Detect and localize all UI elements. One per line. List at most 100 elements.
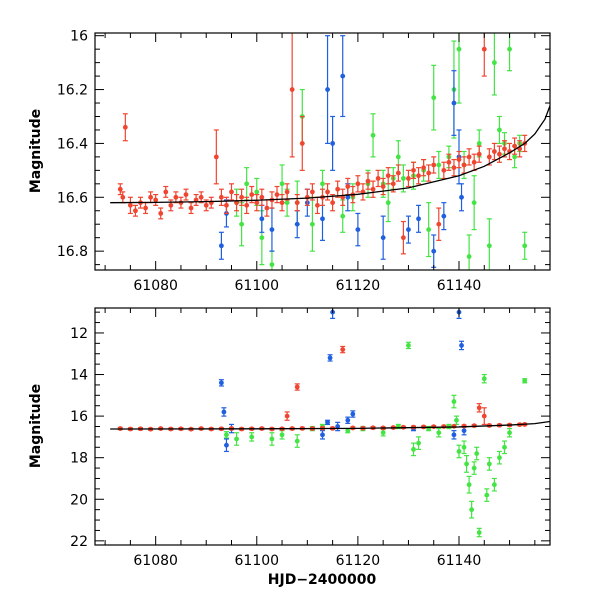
top-green-marker — [395, 154, 401, 160]
top-green-marker — [385, 200, 391, 206]
top-red-marker — [309, 189, 315, 195]
top-ytick-label: 16.4 — [57, 136, 88, 152]
top-red-marker — [299, 141, 305, 146]
top-red-marker — [411, 167, 416, 173]
bottom-green-marker — [279, 432, 285, 438]
top-blue-point — [459, 183, 465, 212]
bottom-green-marker — [491, 482, 497, 488]
top-red-point — [279, 193, 285, 212]
bottom-blue-point — [451, 430, 457, 440]
top-red-marker — [355, 181, 361, 187]
top-red-marker — [436, 221, 442, 227]
top-red-marker — [406, 176, 411, 181]
top-red-marker — [122, 124, 128, 130]
top-red-marker — [370, 186, 376, 192]
bottom-blue-marker — [459, 343, 464, 348]
top-red-point — [416, 167, 422, 185]
top-red-marker — [153, 197, 159, 203]
bottom-green-point — [453, 415, 459, 426]
top-red-marker — [400, 235, 406, 241]
bottom-blue-marker — [345, 417, 351, 423]
top-green-point — [491, 33, 497, 96]
bottom-green-point — [294, 434, 300, 448]
top-red-point — [461, 156, 467, 174]
top-red-point — [284, 183, 290, 201]
bottom-green-point — [249, 432, 255, 442]
top-green-point — [239, 202, 245, 247]
top-blue-point — [416, 204, 422, 233]
top-green-point — [385, 183, 391, 223]
top-ytick-label: 16.6 — [57, 190, 88, 206]
top-blue-marker — [406, 227, 411, 233]
top-green-marker — [497, 127, 502, 133]
top-green-point — [471, 175, 477, 231]
top-red-point — [365, 172, 371, 190]
top-green-marker — [426, 227, 432, 233]
top-green-marker — [522, 243, 528, 249]
top-red-point — [370, 180, 376, 198]
top-red-marker — [345, 184, 351, 189]
bottom-red-marker — [284, 413, 290, 419]
top-blue-marker — [345, 194, 351, 200]
top-blue-marker — [380, 235, 386, 241]
top-red-point — [451, 158, 457, 177]
top-red-point — [153, 193, 159, 206]
top-green-marker — [400, 176, 406, 181]
top-red-point — [239, 188, 245, 206]
top-red-point — [441, 161, 447, 180]
top-red-point — [355, 175, 361, 193]
top-red-point — [426, 164, 432, 182]
bottom-blue-point — [327, 354, 333, 362]
top-blue-marker — [218, 243, 224, 249]
top-red-point — [173, 191, 179, 204]
top-red-marker — [284, 189, 290, 195]
top-xtick-label: 61080 — [133, 278, 178, 294]
bottom-green-point — [522, 378, 528, 384]
top-red-marker — [294, 200, 300, 206]
bottom-red-point — [476, 403, 482, 413]
top-series-red — [117, 33, 528, 255]
bottom-blue-point — [459, 340, 465, 351]
top-red-point — [254, 193, 260, 212]
top-red-marker — [441, 167, 447, 173]
top-red-point — [163, 185, 169, 198]
top-red-point — [198, 191, 204, 204]
top-red-point — [360, 183, 366, 201]
bottom-green-marker — [484, 492, 490, 498]
top-red-point — [345, 177, 351, 196]
bottom-green-marker — [469, 507, 475, 513]
bottom-green-marker — [436, 430, 442, 436]
bottom-blue-marker — [218, 380, 224, 386]
bottom-green-point — [476, 527, 482, 538]
top-blue-marker — [340, 73, 346, 79]
bottom-green-point — [481, 373, 487, 384]
bottom-blue-marker — [320, 432, 325, 438]
top-red-marker — [476, 151, 482, 157]
top-red-point — [325, 183, 331, 201]
top-red-point — [471, 153, 477, 171]
top-green-marker — [431, 95, 437, 101]
top-red-point — [122, 113, 128, 142]
bottom-green-marker — [502, 444, 507, 450]
bottom-green-marker — [466, 482, 472, 488]
top-green-marker — [436, 162, 442, 168]
top-red-point — [340, 188, 346, 206]
top-green-point — [244, 167, 250, 201]
top-green-marker — [466, 254, 472, 259]
top-series-green — [234, 33, 528, 270]
top-green-point — [426, 202, 432, 258]
bottom-red-marker — [451, 423, 457, 429]
bottom-model-curve — [110, 420, 550, 430]
bottom-green-point — [380, 429, 386, 437]
top-red-point — [120, 191, 126, 204]
bottom-axis-ticks: 61080 61100 61120 61140 12 14 16 18 20 22 — [70, 308, 550, 569]
top-red-marker — [304, 194, 310, 200]
top-red-marker — [416, 173, 421, 179]
top-green-marker — [512, 154, 518, 160]
top-red-marker — [365, 178, 371, 184]
bottom-blue-marker — [451, 432, 457, 438]
top-plot-frame — [94, 32, 551, 271]
top-red-marker — [456, 157, 462, 162]
top-red-marker — [120, 194, 126, 200]
top-green-point — [436, 150, 442, 180]
